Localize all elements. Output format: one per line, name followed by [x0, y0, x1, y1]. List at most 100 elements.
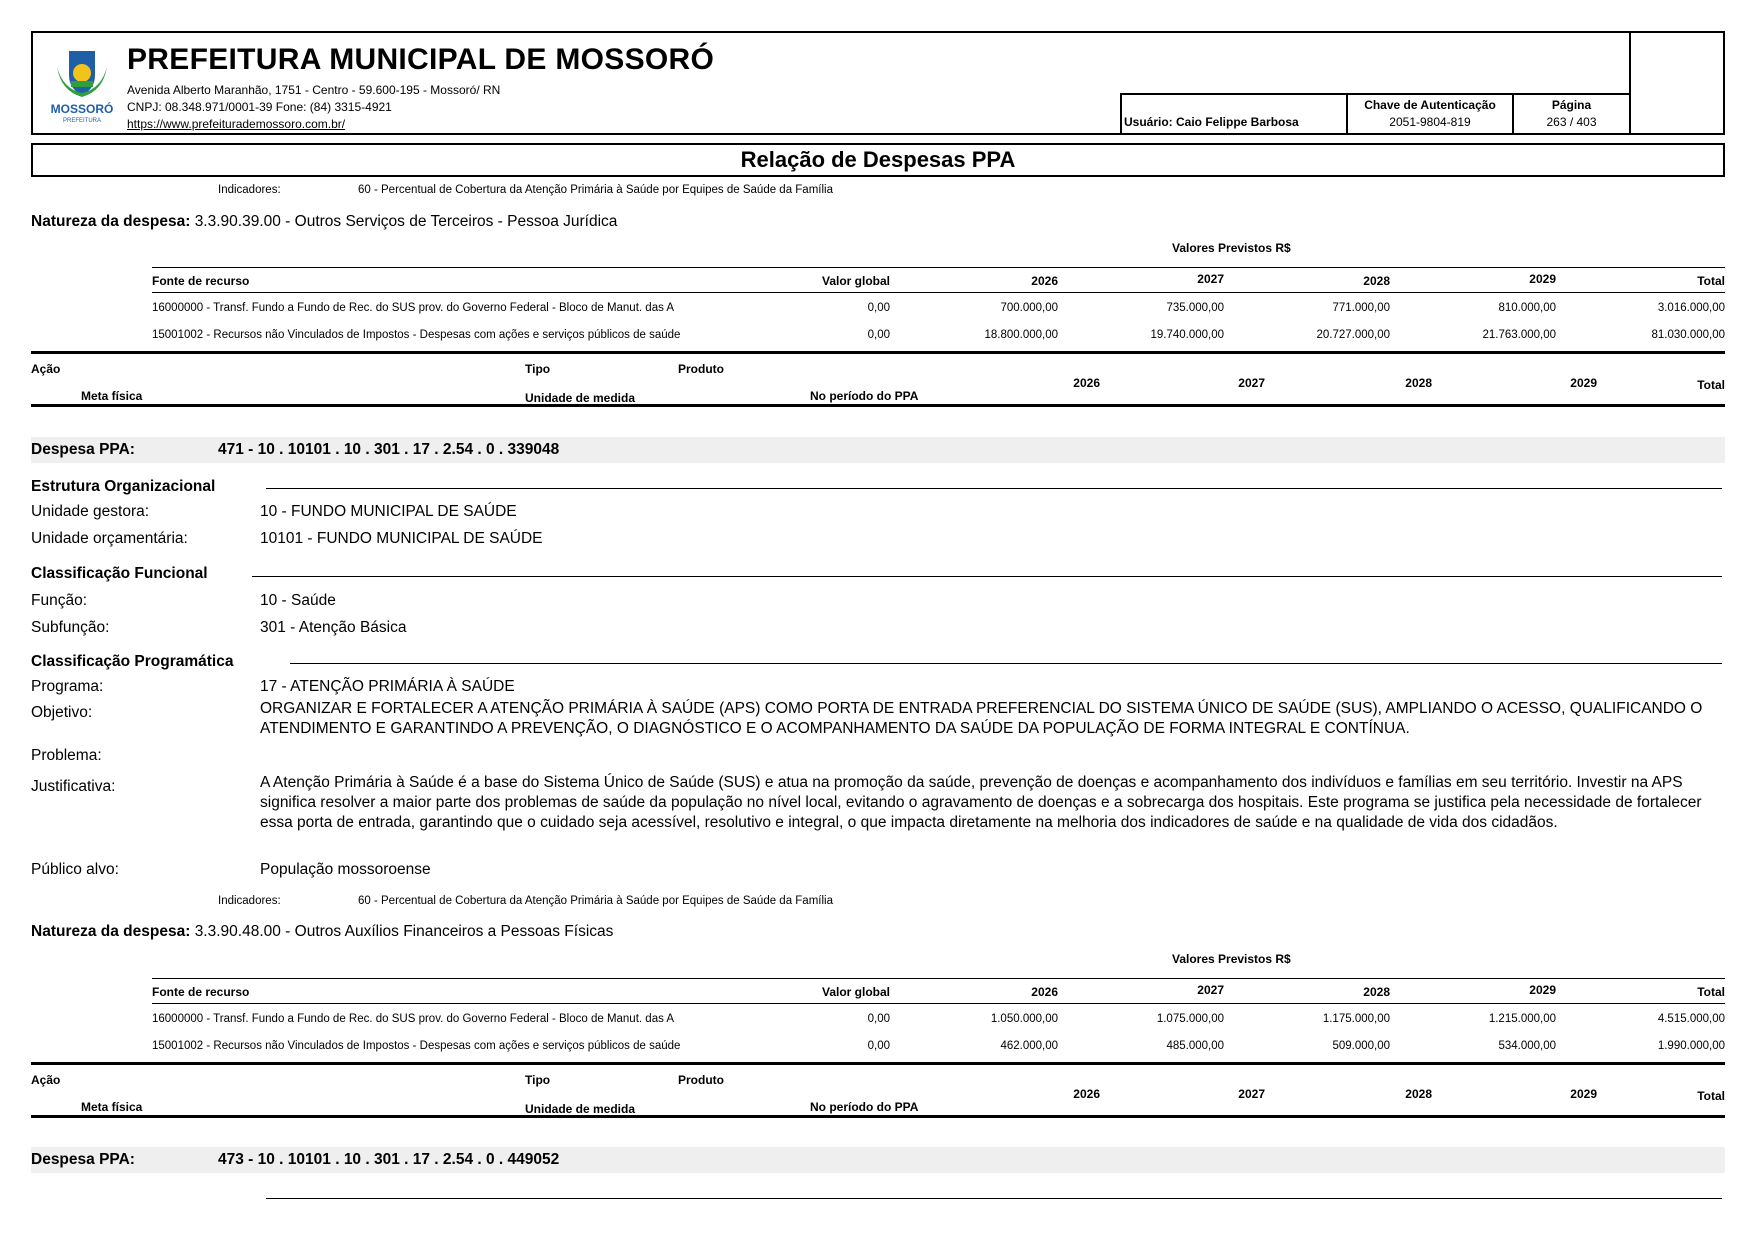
value-cell-y2029: 534.000,00 [1498, 1040, 1556, 1052]
tipo-header: Tipo [525, 1073, 551, 1087]
publico-label: Público alvo: [31, 861, 119, 878]
justificativa-value: A Atenção Primária à Saúde é a base do S… [260, 774, 1702, 831]
value-cell-y2026: 700.000,00 [1000, 302, 1058, 314]
fonte-cell: 16000000 - Transf. Fundo a Fundo de Rec.… [152, 302, 675, 314]
meta-fisica-header: Meta física [81, 389, 143, 403]
natureza: Natureza da despesa: 3.3.90.48.00 - Outr… [31, 923, 614, 940]
estrutura-heading: Estrutura Organizacional [31, 478, 216, 495]
objetivo-value: ORGANIZAR E FORTALECER A ATENÇÃO PRIMÁRI… [260, 700, 1703, 737]
cnpj-phone: CNPJ: 08.348.971/0001-39 Fone: (84) 3315… [127, 100, 392, 114]
total-header: Total [1697, 274, 1725, 288]
org-name: PREFEITURA MUNICIPAL DE MOSSORÓ [127, 43, 715, 76]
meta-year-2029: 2029 [1570, 376, 1597, 390]
programa-value: 17 - ATENÇÃO PRIMÁRIA À SAÚDE [260, 678, 515, 695]
value-cell-y2027: 1.075.000,00 [1156, 1013, 1224, 1025]
valor-global-header: Valor global [821, 274, 890, 288]
year-header-2027: 2027 [1197, 272, 1224, 286]
unidade-orcamentaria-label: Unidade orçamentária: [31, 530, 188, 547]
value-cell-y2027: 485.000,00 [1166, 1040, 1224, 1052]
justificativa-label: Justificativa: [31, 778, 116, 795]
meta-total-header: Total [1697, 1089, 1725, 1103]
svg-text:MOSSORÓ: MOSSORÓ [51, 101, 114, 116]
meta-year-2026: 2026 [1073, 1087, 1100, 1101]
despesa-band [31, 437, 1725, 463]
unidade-medida-header: Unidade de medida [525, 1102, 636, 1116]
mossoro-logo: MOSSORÓ PREFEITURA [51, 51, 114, 124]
fonte-header: Fonte de recurso [152, 274, 250, 288]
produto-header: Produto [678, 362, 724, 376]
value-cell-y2029: 21.763.000,00 [1482, 329, 1556, 341]
value-cell-y2029: 1.215.000,00 [1488, 1013, 1556, 1025]
year-header-2029: 2029 [1529, 272, 1556, 286]
value-cell-valor_global: 0,00 [867, 329, 890, 341]
despesa-code: 473 - 10 . 10101 . 10 . 301 . 17 . 2.54 … [218, 1151, 560, 1168]
meta-fisica-header: Meta física [81, 1100, 143, 1114]
acao-header: Ação [31, 1073, 61, 1087]
meta-year-2028: 2028 [1405, 1087, 1432, 1101]
value-cell-valor_global: 0,00 [867, 302, 890, 314]
year-header-2028: 2028 [1363, 274, 1390, 288]
value-cell-total: 4.515.000,00 [1657, 1013, 1725, 1025]
fonte-cell: 15001002 - Recursos não Vinculados de Im… [152, 329, 681, 341]
unidade-gestora-label: Unidade gestora: [31, 503, 150, 520]
year-header-2026: 2026 [1031, 985, 1058, 999]
valores-previstos-label: Valores Previstos R$ [1172, 952, 1291, 966]
value-cell-y2026: 18.800.000,00 [984, 329, 1058, 341]
svg-text:PREFEITURA: PREFEITURA [63, 118, 101, 124]
auth-key-cell: Chave de Autenticação 2051-9804-819 [1346, 93, 1512, 133]
value-cell-total: 1.990.000,00 [1657, 1040, 1725, 1052]
value-cell-y2028: 771.000,00 [1332, 302, 1390, 314]
page-cell: Página 263 / 403 [1512, 93, 1629, 133]
class-funcional-heading: Classificação Funcional [31, 565, 208, 582]
value-cell-y2027: 735.000,00 [1166, 302, 1224, 314]
valores-previstos-label: Valores Previstos R$ [1172, 241, 1291, 255]
natureza: Natureza da despesa: 3.3.90.39.00 - Outr… [31, 213, 618, 230]
value-cell-y2028: 20.727.000,00 [1316, 329, 1390, 341]
year-header-2027: 2027 [1197, 983, 1224, 997]
funcao-value: 10 - Saúde [260, 592, 336, 609]
valor-global-header: Valor global [821, 985, 890, 999]
meta-year-2026: 2026 [1073, 376, 1100, 390]
report-header: MOSSORÓ PREFEITURA PREFEITURA MUNICIPAL … [31, 31, 1725, 135]
indicadores-label: Indicadores: [218, 184, 281, 196]
no-periodo-header: No período do PPA [810, 1100, 919, 1114]
publico-value: População mossoroense [260, 861, 431, 878]
value-cell-y2026: 462.000,00 [1000, 1040, 1058, 1052]
website-link[interactable]: https://www.prefeiturademossoro.com.br/ [127, 117, 346, 131]
value-cell-y2029: 810.000,00 [1498, 302, 1556, 314]
acao-header: Ação [31, 362, 61, 376]
value-cell-valor_global: 0,00 [867, 1013, 890, 1025]
year-header-2026: 2026 [1031, 274, 1058, 288]
indicador-value: 60 - Percentual de Cobertura da Atenção … [358, 895, 833, 907]
unidade-orcamentaria-value: 10101 - FUNDO MUNICIPAL DE SAÚDE [260, 530, 543, 547]
value-cell-valor_global: 0,00 [867, 1040, 890, 1052]
value-cell-y2026: 1.050.000,00 [990, 1013, 1058, 1025]
meta-year-2029: 2029 [1570, 1087, 1597, 1101]
despesa-band [31, 1147, 1725, 1173]
indicador-value: 60 - Percentual de Cobertura da Atenção … [358, 184, 833, 196]
meta-year-2027: 2027 [1238, 376, 1265, 390]
value-cell-total: 81.030.000,00 [1651, 329, 1725, 341]
problema-label: Problema: [31, 747, 102, 764]
tipo-header: Tipo [525, 362, 551, 376]
fonte-header: Fonte de recurso [152, 985, 250, 999]
fonte-cell: 16000000 - Transf. Fundo a Fundo de Rec.… [152, 1013, 675, 1025]
subfuncao-label: Subfunção: [31, 619, 110, 636]
total-header: Total [1697, 985, 1725, 999]
meta-total-header: Total [1697, 378, 1725, 392]
subfuncao-value: 301 - Atenção Básica [260, 619, 407, 636]
unidade-gestora-value: 10 - FUNDO MUNICIPAL DE SAÚDE [260, 503, 517, 520]
value-cell-total: 3.016.000,00 [1657, 302, 1725, 314]
despesa-code: 471 - 10 . 10101 . 10 . 301 . 17 . 2.54 … [218, 441, 560, 458]
address: Avenida Alberto Maranhão, 1751 - Centro … [127, 83, 501, 97]
despesa-label: Despesa PPA: [31, 1151, 135, 1168]
unidade-medida-header: Unidade de medida [525, 391, 636, 405]
year-header-2029: 2029 [1529, 983, 1556, 997]
no-periodo-header: No período do PPA [810, 389, 919, 403]
meta-year-2027: 2027 [1238, 1087, 1265, 1101]
report-title: Relação de Despesas PPA [31, 143, 1725, 177]
produto-header: Produto [678, 1073, 724, 1087]
fonte-cell: 15001002 - Recursos não Vinculados de Im… [152, 1040, 681, 1052]
funcao-label: Função: [31, 592, 88, 609]
value-cell-y2027: 19.740.000,00 [1150, 329, 1224, 341]
